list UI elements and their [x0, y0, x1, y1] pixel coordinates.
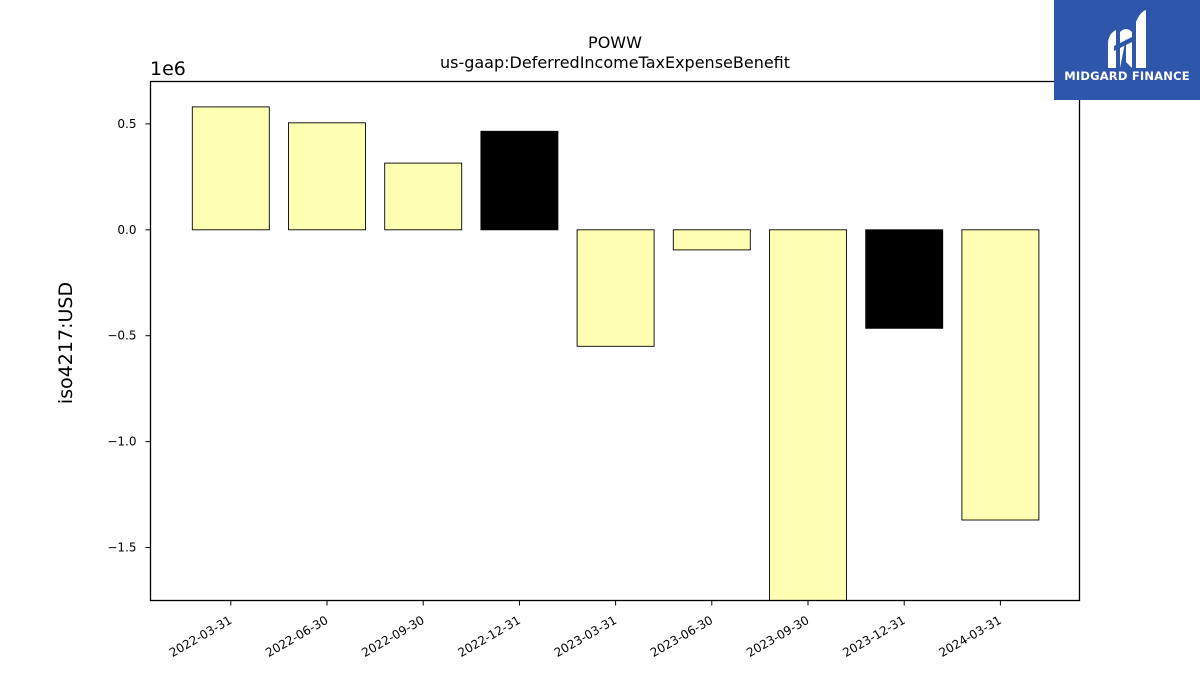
x-tick-label: 2022-06-30 [263, 613, 330, 660]
bar-2022-03-31 [191, 106, 270, 231]
bar-2023-12-31 [865, 229, 944, 329]
bar-2022-09-30 [384, 162, 463, 231]
bar-2022-06-30 [288, 122, 366, 231]
y-axis-label: iso4217:USD [55, 282, 77, 404]
x-tick-label: 2023-09-30 [744, 613, 811, 660]
x-tick-label: 2023-12-31 [840, 613, 907, 660]
bars-group [191, 106, 1040, 601]
y-ticks-group: 0.5 0.0 −0.5 −1.0 −1.5 [107, 117, 151, 555]
x-tick-label: 2022-09-30 [359, 613, 426, 660]
bar-2024-03-31 [961, 229, 1040, 521]
y-tick-label: −1.5 [107, 541, 136, 555]
x-tick-label: 2023-06-30 [648, 613, 715, 660]
chart-subtitle: us-gaap:DeferredIncomeTaxExpenseBenefit [440, 53, 790, 72]
y-tick-label: −1.0 [107, 435, 136, 449]
x-ticks-group: 2022-03-31 2022-06-30 2022-09-30 2022-12-31… [167, 600, 1004, 660]
bar-2022-12-31 [480, 130, 559, 231]
midgard-finance-logo: MIDGARD FINANCE [1054, 0, 1200, 100]
bar-2023-06-30 [672, 229, 751, 251]
bar-2023-09-30 [769, 229, 847, 601]
plot-frame [149, 80, 1081, 602]
x-tick-label: 2023-03-31 [552, 613, 619, 660]
y-tick-label: 0.0 [117, 223, 136, 237]
x-tick-label: 2024-03-31 [936, 613, 1003, 660]
bar-2023-03-31 [576, 229, 655, 347]
y-tick-label: 0.5 [117, 117, 136, 131]
logo-text: MIDGARD FINANCE [1064, 69, 1190, 83]
x-tick-label: 2022-12-31 [455, 613, 522, 660]
y-tick-label: −0.5 [107, 329, 136, 343]
y-axis-offset-label: 1e6 [150, 58, 186, 80]
x-tick-label: 2022-03-31 [167, 613, 234, 660]
logo-mark-icon [1108, 10, 1146, 68]
chart-title: POWW [588, 33, 642, 52]
